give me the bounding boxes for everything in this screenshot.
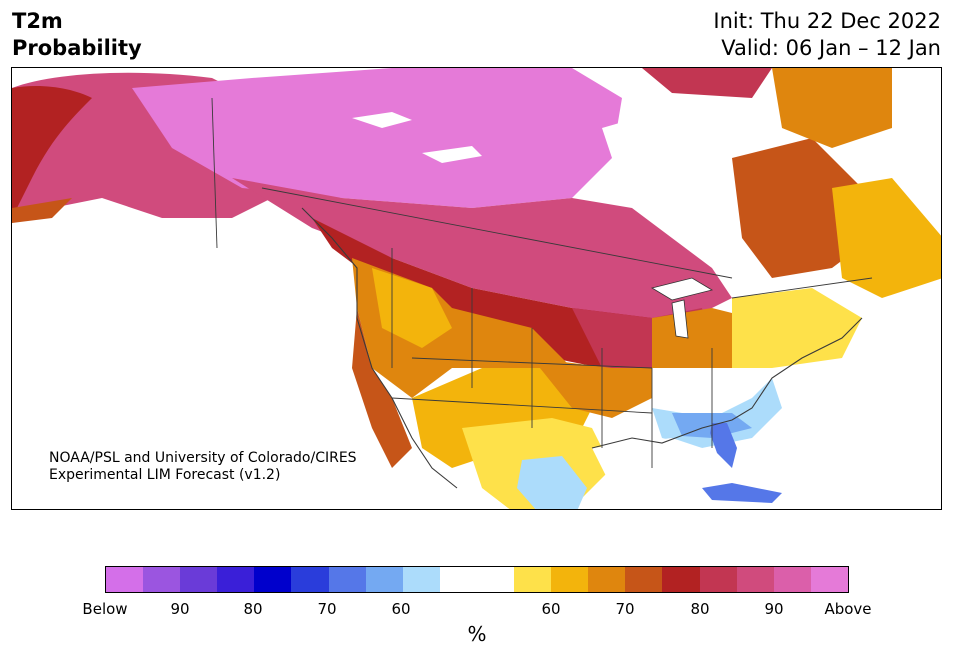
region-baffin [642,68,772,98]
region-cuba [702,483,782,503]
colorbar-label-above: Above [824,600,872,618]
map-title: T2m Probability [12,8,142,62]
valid-range: Valid: 06 Jan – 12 Jan [721,36,941,60]
colorbar-segment [180,567,218,592]
coastline [301,207,863,489]
colorbar-segment [439,567,477,592]
lake-michigan [671,299,689,339]
colorbar-label-above-60: 60 [541,600,561,618]
region-southern-plains [532,358,652,418]
region-aleutian [12,198,72,223]
colorbar-segment [773,567,811,592]
region-florida [710,423,737,468]
credit-line-2: Experimental LIM Forecast (v1.2) [49,467,281,483]
region-labrador [832,178,941,298]
colorbar-segment [736,567,774,592]
colorbar-segment [254,567,292,592]
region-arctic-canada [132,68,622,208]
region-alaska-coast [12,86,92,218]
region-prairies [232,178,732,328]
credit-note: NOAA/PSL and University of Colorado/CIRE… [49,450,357,484]
colorbar-segment [514,567,552,592]
region-quebec [732,138,872,278]
colorbar [105,566,849,593]
colorbar-segment [625,567,663,592]
colorbar-segment [662,567,700,592]
colorbar-label-below-80: 80 [243,600,263,618]
colorbar-segment [217,567,255,592]
title-line-2: Probability [12,36,142,60]
region-mexico-cool [517,456,587,509]
region-greenland [772,68,892,148]
region-rockies [452,308,572,368]
region-northeast [732,288,862,368]
colorbar-segment [551,567,589,592]
colorbar-unit: % [467,622,487,646]
region-hudson [602,108,742,228]
great-slave-lake [422,146,482,163]
colorbar-segment [106,567,144,592]
colorbar-segment [365,567,403,592]
region-northern-plains [312,218,652,368]
colorbar-label-above-90: 90 [764,600,784,618]
political-boundaries [211,97,873,468]
lake-superior [650,277,714,301]
colorbar-label-above-80: 80 [690,600,710,618]
colorbar-label-below-60: 60 [391,600,411,618]
colorbar-segment [588,567,626,592]
colorbar-label-below-70: 70 [317,600,337,618]
forecast-timing: Init: Thu 22 Dec 2022 Valid: 06 Jan – 12… [713,8,941,62]
probability-map [12,68,941,509]
colorbar-segment [291,567,329,592]
colorbar-label-below-90: 90 [170,600,190,618]
credit-line-1: NOAA/PSL and University of Colorado/CIRE… [49,450,357,466]
map-panel [11,67,942,510]
colorbar-segment [810,567,848,592]
colorbar-segment [476,567,515,592]
colorbar-label-above-70: 70 [615,600,635,618]
colorbar-label-below: Below [82,600,128,618]
region-west-coast [352,308,412,468]
colorbar-segment [328,567,366,592]
colorbar-segment [402,567,440,592]
title-line-1: T2m [12,9,63,33]
colorbar-segment [143,567,181,592]
great-bear-lake [352,112,412,128]
init-date: Init: Thu 22 Dec 2022 [713,9,941,33]
region-gulf-mexico [592,438,702,488]
colorbar-segment [699,567,737,592]
